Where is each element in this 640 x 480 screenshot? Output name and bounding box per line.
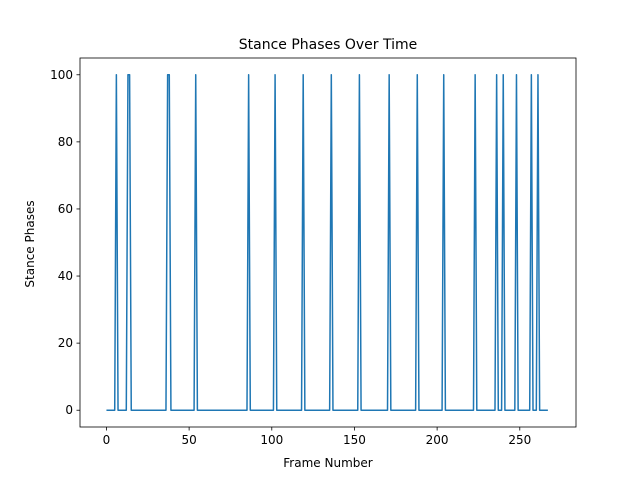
series-line-0 xyxy=(106,74,548,411)
y-tick-label: 20 xyxy=(58,336,73,350)
y-tick-label: 100 xyxy=(50,68,73,82)
x-tick-label: 150 xyxy=(343,433,366,447)
y-tick-label: 40 xyxy=(58,269,73,283)
x-tick-label: 250 xyxy=(508,433,531,447)
chart-title: Stance Phases Over Time xyxy=(239,37,418,53)
y-tick-label: 0 xyxy=(65,403,73,417)
x-tick-label: 100 xyxy=(260,433,283,447)
x-tick-label: 0 xyxy=(103,433,111,447)
axes-frame xyxy=(79,57,577,428)
x-tick-label: 50 xyxy=(181,433,196,447)
x-axis-label: Frame Number xyxy=(283,456,372,470)
y-tick-label: 60 xyxy=(58,202,73,216)
y-axis-label: Stance Phases xyxy=(23,200,37,287)
plot-area xyxy=(106,74,548,411)
y-tick-label: 80 xyxy=(58,135,73,149)
axes: 0 50 100 150 200 250 0 20 40 60 80 100 xyxy=(50,57,577,447)
x-tick-label: 200 xyxy=(426,433,449,447)
